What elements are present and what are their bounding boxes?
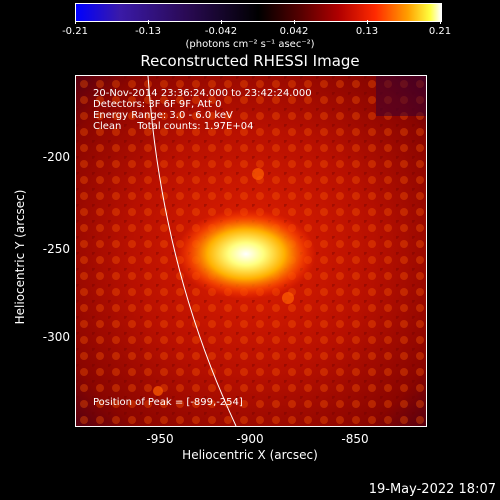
solar-limb <box>147 76 237 426</box>
info-detectors: Detectors: 3F 6F 9F, Att 0 <box>93 99 222 110</box>
info-peak-position: Position of Peak = [-899,-254] <box>93 397 243 408</box>
colorbar-units: (photons cm⁻² s⁻¹ asec⁻²) <box>185 39 315 50</box>
info-time-range: 20-Nov-2014 23:36:24.000 to 23:42:24.000 <box>93 88 312 99</box>
plot-title: Reconstructed RHESSI Image <box>140 52 360 70</box>
colorbar-tickmark <box>440 20 441 24</box>
y-tick-label: -300 <box>42 330 70 344</box>
y-axis-label: Heliocentric Y (arcsec) <box>13 189 27 325</box>
x-tick-label: -950 <box>146 432 174 446</box>
colorbar-tick-label: -0.21 <box>62 26 88 37</box>
colorbar-tickmark <box>221 20 222 24</box>
colorbar <box>75 3 442 22</box>
colorbar-tickmark <box>75 20 76 24</box>
dark-corner <box>376 76 426 116</box>
colorbar-tickmark <box>367 20 368 24</box>
y-tick-label: -200 <box>42 150 70 164</box>
x-tick-label: -850 <box>341 432 369 446</box>
minor-source <box>282 292 294 304</box>
colorbar-tickmark <box>148 20 149 24</box>
colorbar-tickmark <box>294 20 295 24</box>
emission-source <box>176 209 316 299</box>
colorbar-tick-label: -0.042 <box>204 26 238 37</box>
rhessi-image-canvas <box>76 76 426 426</box>
info-energy-range: Energy Range: 3.0 - 6.0 keV <box>93 110 233 121</box>
colorbar-tick-label: 0.13 <box>355 26 379 37</box>
x-axis-label: Heliocentric X (arcsec) <box>182 448 318 462</box>
minor-source <box>153 386 163 396</box>
colorbar-tick-label: 0.042 <box>279 26 309 37</box>
x-tick-label: -900 <box>236 432 264 446</box>
minor-source <box>252 168 264 180</box>
rhessi-image: 20-Nov-2014 23:36:24.000 to 23:42:24.000… <box>75 75 427 427</box>
info-clean-counts: Clean Total counts: 1.97E+04 <box>93 121 254 132</box>
y-tick-label: -250 <box>42 242 70 256</box>
colorbar-tick-label: 0.21 <box>428 26 452 37</box>
colorbar-tick-label: -0.13 <box>135 26 161 37</box>
timestamp: 19-May-2022 18:07 <box>368 482 496 497</box>
